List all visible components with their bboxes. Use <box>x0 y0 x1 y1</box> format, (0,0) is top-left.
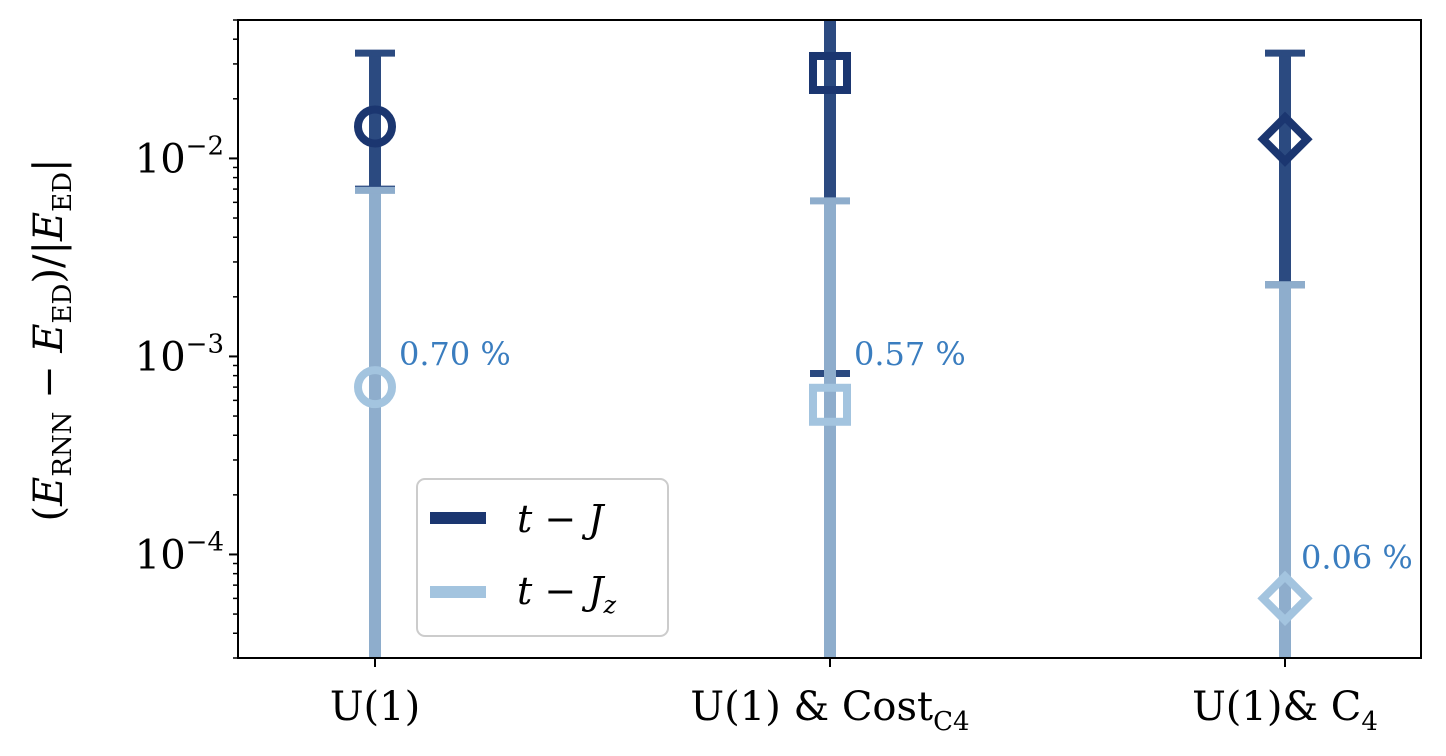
y-axis: 10−4 10−3 10−2 <box>135 19 238 659</box>
marker-circle-0-0 <box>354 105 396 148</box>
marker-diamond-0-2 <box>1257 111 1313 167</box>
plot-area <box>354 20 1313 658</box>
annotations: 0.70 % 0.57 % 0.06 % <box>399 335 1413 577</box>
legend-label-t-j: t − J <box>517 497 605 541</box>
y-axis-label: (ERNN − EED)/|EED| <box>26 159 78 522</box>
x-tick-label: U(1)& C4 <box>1192 684 1378 737</box>
marker-diamond-1-2 <box>1257 570 1313 627</box>
legend: t − J t − Jz <box>416 478 669 637</box>
legend-label-t-jz: t − Jz <box>517 569 617 619</box>
marker-square-1-1 <box>809 383 851 426</box>
y-tick-label: 10−3 <box>135 329 224 380</box>
x-tick-label: U(1) <box>330 684 420 730</box>
marker-circle-1-0 <box>354 366 396 409</box>
marker-square-0-1 <box>809 51 851 94</box>
x-axis: U(1) U(1) & CostC4 U(1)& C4 <box>330 658 1378 737</box>
annotation-percent: 0.06 % <box>1301 538 1413 576</box>
x-tick-label: U(1) & CostC4 <box>690 684 969 737</box>
y-tick-label: 10−4 <box>135 527 224 578</box>
plot-frame <box>237 19 1422 659</box>
annotation-percent: 0.57 % <box>854 335 966 373</box>
annotation-percent: 0.70 % <box>399 335 511 373</box>
y-tick-label: 10−2 <box>135 131 224 182</box>
